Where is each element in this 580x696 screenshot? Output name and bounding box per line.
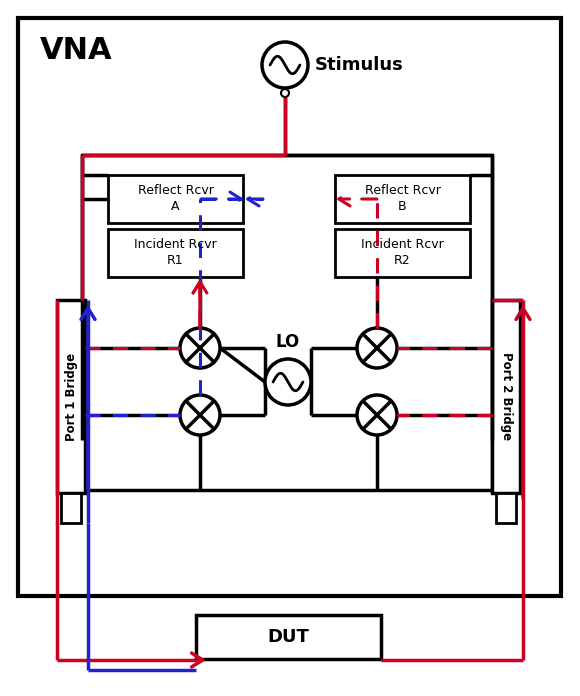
Text: Incident Rcvr
R1: Incident Rcvr R1	[134, 239, 217, 267]
Text: Incident Rcvr
R2: Incident Rcvr R2	[361, 239, 444, 267]
Circle shape	[265, 359, 311, 405]
Text: LO: LO	[276, 333, 300, 351]
Circle shape	[262, 42, 308, 88]
FancyArrowPatch shape	[339, 192, 377, 206]
Bar	[108, 175, 243, 223]
Bar	[57, 300, 85, 493]
Bar	[61, 493, 81, 523]
Bar	[196, 615, 381, 659]
Circle shape	[180, 328, 220, 368]
Bar	[335, 229, 470, 277]
Circle shape	[357, 328, 397, 368]
Circle shape	[180, 395, 220, 435]
FancyArrowPatch shape	[193, 282, 207, 326]
Text: VNA: VNA	[40, 36, 113, 65]
FancyArrowPatch shape	[193, 282, 207, 328]
Text: DUT: DUT	[267, 628, 310, 646]
Bar	[496, 493, 516, 523]
Text: Port 1 Bridge: Port 1 Bridge	[64, 352, 78, 441]
Bar	[108, 229, 243, 277]
FancyArrowPatch shape	[201, 192, 241, 206]
Bar	[18, 18, 561, 596]
Text: Stimulus: Stimulus	[315, 56, 404, 74]
FancyArrowPatch shape	[81, 308, 95, 488]
Circle shape	[357, 395, 397, 435]
Bar	[492, 300, 520, 493]
Text: Port 2 Bridge: Port 2 Bridge	[499, 352, 513, 441]
FancyArrowPatch shape	[248, 192, 263, 206]
Text: Reflect Rcvr
A: Reflect Rcvr A	[137, 184, 213, 214]
FancyArrowPatch shape	[516, 308, 530, 498]
Bar	[82, 155, 492, 490]
Bar	[335, 175, 470, 223]
FancyArrowPatch shape	[191, 653, 203, 667]
Text: Reflect Rcvr
B: Reflect Rcvr B	[365, 184, 440, 214]
Circle shape	[281, 89, 289, 97]
